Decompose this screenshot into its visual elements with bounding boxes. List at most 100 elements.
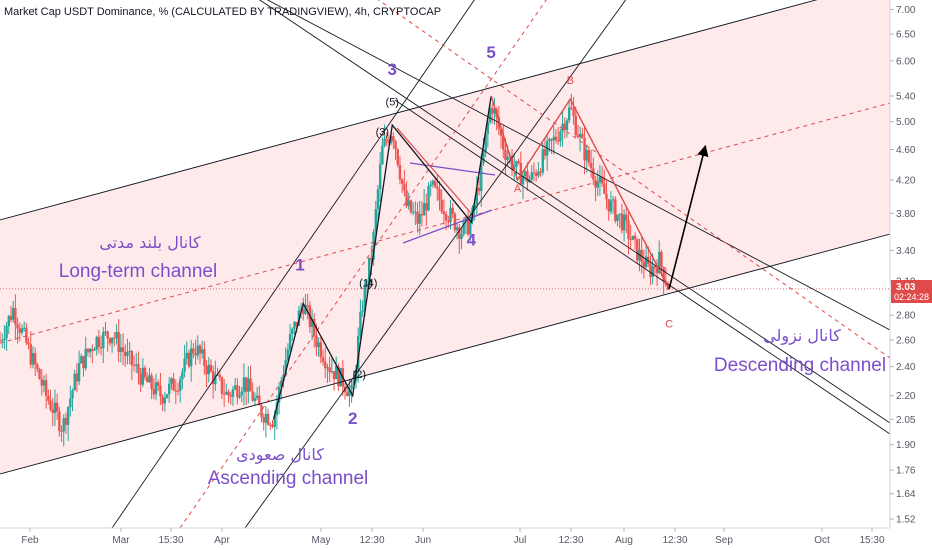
candle-body: [315, 335, 318, 347]
candle-body: [466, 217, 470, 235]
wave-label-5: 5: [486, 43, 495, 62]
candle-body: [389, 136, 393, 143]
candle-body: [394, 141, 397, 150]
candle-body: [561, 123, 564, 132]
candle-body: [33, 353, 37, 365]
candle-body: [332, 371, 336, 380]
chart-title: Market Cap USDT Dominance, % (CALCULATED…: [4, 6, 441, 18]
x-tick-label: Aug: [615, 535, 633, 546]
candle-body: [86, 348, 90, 353]
candle-body: [603, 183, 606, 194]
candle-body: [361, 310, 364, 313]
candle-body: [110, 337, 114, 344]
candle-body: [255, 395, 259, 399]
candle-body: [271, 424, 274, 427]
candle-body: [339, 368, 342, 387]
candle-body: [451, 207, 454, 214]
candle-body: [521, 175, 525, 185]
candle-body: [240, 391, 243, 396]
wave-label-2: 2: [348, 409, 357, 428]
candle-body: [319, 342, 323, 358]
x-tick-label: Jun: [415, 535, 431, 546]
y-tick-label: 3.40: [896, 246, 916, 257]
candle-body: [473, 204, 476, 208]
candle-body: [515, 161, 518, 167]
candle-body: [273, 415, 276, 427]
candle-body: [581, 133, 584, 139]
candle-body: [598, 176, 602, 183]
long-term-upper-line: [0, 0, 818, 221]
y-tick-label: 1.76: [896, 466, 916, 477]
y-tick-label: 4.20: [896, 175, 916, 186]
candle-body: [18, 328, 21, 333]
candle-body: [570, 107, 573, 109]
candle-body: [185, 352, 188, 359]
candle-body: [649, 263, 652, 278]
candle-body: [251, 391, 254, 401]
candle-body: [53, 402, 57, 413]
candle-body: [71, 390, 74, 399]
candle-body: [20, 328, 24, 333]
candle-body: [392, 136, 395, 142]
candle-body: [449, 207, 452, 222]
candle-body: [266, 413, 270, 425]
candle-body: [97, 336, 101, 347]
candle-body: [42, 380, 46, 386]
candle-body: [178, 379, 182, 391]
candle-body: [548, 139, 551, 142]
candle-body: [291, 328, 294, 335]
candle-body: [378, 164, 382, 190]
candle-body: [126, 351, 129, 357]
candle-body: [189, 348, 193, 367]
candle-body: [589, 162, 593, 169]
x-tick-label: 12:30: [662, 535, 687, 546]
candle-body: [370, 257, 373, 260]
candle-body: [526, 171, 529, 183]
candle-body: [444, 214, 448, 221]
y-tick-label: 2.80: [896, 311, 916, 322]
candle-body: [462, 221, 465, 235]
candle-body: [64, 418, 68, 425]
candle-body: [198, 345, 202, 354]
candle-body: [587, 150, 591, 163]
candle-body: [376, 189, 380, 210]
long-term-median-dashed: [0, 102, 890, 344]
candle-body: [524, 171, 527, 176]
candle-body: [477, 187, 481, 192]
candle-body: [77, 363, 81, 382]
candle-body: [541, 149, 544, 173]
wave4-down-line: [396, 127, 471, 213]
candle-body: [600, 176, 604, 184]
triangle-lower-line: [402, 209, 493, 244]
candle-body: [374, 209, 377, 233]
candle-body: [594, 179, 597, 188]
x-tick-label: Mar: [112, 535, 130, 546]
candle-body: [14, 308, 17, 325]
candle-body: [205, 365, 208, 375]
y-tick-label: 7.00: [896, 5, 916, 16]
candle-body: [578, 133, 582, 137]
candle-body: [620, 213, 624, 231]
candle-body: [51, 409, 54, 413]
x-tick-label: May: [312, 535, 331, 546]
candle-body: [55, 402, 59, 412]
candle-body: [73, 373, 76, 391]
candle-body: [280, 380, 283, 388]
candle-body: [642, 261, 646, 268]
candle-body: [222, 393, 226, 395]
candle-body: [82, 356, 85, 369]
candle-body: [563, 123, 566, 130]
candle-body: [62, 418, 65, 432]
candle-body: [135, 364, 138, 366]
candle-body: [506, 157, 509, 160]
candle-body: [556, 140, 560, 142]
candle-body: [567, 107, 571, 121]
candle-body: [618, 213, 621, 215]
candle-body: [108, 338, 112, 344]
candle-body: [27, 342, 30, 345]
candle-body: [218, 374, 221, 378]
wave-label-3: 3: [388, 60, 397, 79]
candle-body: [277, 387, 281, 403]
candle-body: [387, 140, 391, 143]
candle-body: [328, 367, 331, 373]
